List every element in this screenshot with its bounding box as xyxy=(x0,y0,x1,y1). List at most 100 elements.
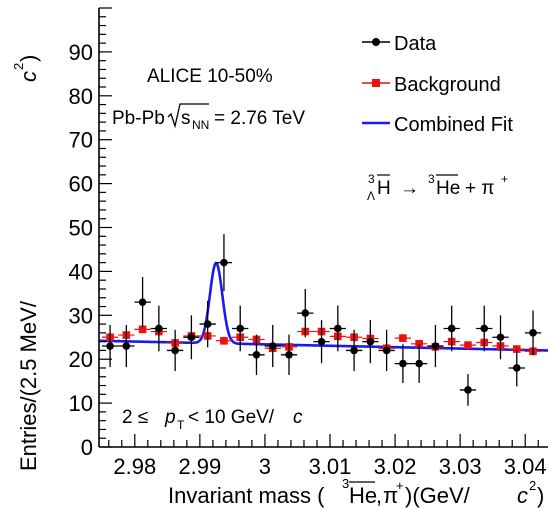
data-point xyxy=(524,310,542,356)
data-marker xyxy=(236,324,245,333)
y-axis-title-close: ) xyxy=(16,55,41,62)
data-marker xyxy=(268,342,277,350)
data-point xyxy=(118,324,135,368)
data-marker xyxy=(480,324,489,333)
data-point xyxy=(427,324,444,368)
data-series xyxy=(101,234,542,406)
data-point xyxy=(232,305,249,352)
axes xyxy=(98,7,548,448)
background-marker xyxy=(512,345,521,353)
y-tick-label: 10 xyxy=(69,391,93,416)
x-axis-title-pi: π xyxy=(383,483,398,508)
background-marker xyxy=(415,340,423,348)
legend-data-marker xyxy=(372,38,380,46)
x-axis-title-comma: , xyxy=(376,483,382,508)
data-point xyxy=(248,334,265,376)
data-marker xyxy=(447,324,456,333)
y-tick-label: 50 xyxy=(69,216,93,241)
x-tick-label: 3.02 xyxy=(374,454,417,479)
data-marker xyxy=(350,346,358,355)
data-marker xyxy=(155,324,163,333)
data-point xyxy=(508,349,525,387)
energy-label: = 2.76 TeV xyxy=(214,108,305,129)
decay-pion-charge: + xyxy=(501,172,508,186)
y-tick-label: 60 xyxy=(69,172,93,197)
legend: Data Background Combined Fit xyxy=(362,33,513,136)
data-marker xyxy=(464,386,472,394)
decay-arrow: → xyxy=(400,178,419,199)
data-marker xyxy=(285,351,293,359)
data-marker xyxy=(366,337,375,346)
data-marker xyxy=(252,351,261,359)
legend-entry-background: Background xyxy=(362,74,501,96)
legend-entry-fit: Combined Fit xyxy=(362,114,513,136)
x-axis-title-c: c xyxy=(517,483,528,508)
collision-system-label: Pb-Pb s NN = 2.76 TeV xyxy=(112,103,305,132)
pt-p-symbol: p xyxy=(164,407,176,428)
y-axis-title: Entries/(2.5 MeV/ c 2 ) xyxy=(11,55,41,471)
pt-t-subscript: T xyxy=(177,418,185,432)
x-axis-title-unit: )(GeV/ xyxy=(405,483,471,508)
decay-antihelium-symbol: He xyxy=(436,178,460,199)
x-tick-label: 3.01 xyxy=(309,454,352,479)
background-marker xyxy=(399,334,407,342)
nn-subscript: NN xyxy=(192,118,209,132)
x-tick-label: 3.03 xyxy=(439,454,482,479)
data-point xyxy=(459,374,477,406)
pt-c-symbol: c xyxy=(293,407,303,428)
data-point xyxy=(101,324,119,368)
legend-background-label: Background xyxy=(394,74,501,96)
x-axis-title-mass-number: 3 xyxy=(342,476,349,491)
y-tick-label: 90 xyxy=(69,40,93,65)
decay-he-mass-number: 3 xyxy=(428,172,435,186)
x-axis-title-prefix: Invariant mass ( xyxy=(168,483,325,508)
data-marker xyxy=(334,324,342,333)
data-point xyxy=(134,277,151,328)
x-tick-label: 3 xyxy=(259,454,271,479)
pt-upper-bound: < 10 GeV/ xyxy=(188,407,275,428)
data-marker xyxy=(496,333,505,342)
data-marker xyxy=(171,346,179,355)
x-axis-title: Invariant mass ( 3 He , π + )(GeV/ c 2 ) xyxy=(168,476,544,508)
data-point xyxy=(329,305,346,352)
data-marker xyxy=(431,342,440,350)
data-marker xyxy=(203,320,212,328)
pt-range-label: 2 ≤ p T < 10 GeV/ c xyxy=(122,407,303,432)
decay-channel-label: 3 Λ H → 3 He + π + xyxy=(367,172,508,203)
y-tick-label: 70 xyxy=(69,128,93,153)
legend-fit-label: Combined Fit xyxy=(394,114,513,136)
data-point xyxy=(183,315,200,360)
x-axis-title-he: He xyxy=(349,483,377,508)
data-point xyxy=(264,324,281,368)
data-marker xyxy=(187,333,196,342)
background-point xyxy=(459,341,477,350)
legend-data-label: Data xyxy=(394,33,437,55)
pt-lower-bound: 2 ≤ xyxy=(122,407,148,428)
data-point xyxy=(411,344,428,383)
experiment-label: ALICE 10-50% xyxy=(147,66,273,87)
data-point xyxy=(150,305,168,352)
data-marker xyxy=(220,258,228,267)
legend-entry-data: Data xyxy=(362,33,437,55)
x-tick-label: 2.99 xyxy=(178,454,221,479)
data-marker xyxy=(512,364,521,372)
decay-antihypertriton-symbol: H xyxy=(377,178,391,199)
data-point xyxy=(492,315,509,360)
data-point xyxy=(378,329,395,372)
data-point xyxy=(394,344,412,383)
background-marker xyxy=(464,341,472,349)
data-point xyxy=(345,329,363,372)
data-point xyxy=(313,320,330,364)
data-marker xyxy=(301,309,310,317)
legend-background-marker xyxy=(372,79,380,87)
y-tick-labels: 0 10 20 30 40 50 60 70 80 90 xyxy=(69,40,93,460)
data-marker xyxy=(399,359,407,368)
y-tick-label: 40 xyxy=(69,259,93,284)
data-point xyxy=(167,329,184,372)
y-axis-title-squared: 2 xyxy=(11,63,26,70)
x-axis-title-pi-charge: + xyxy=(396,478,404,493)
data-marker xyxy=(138,298,147,306)
data-marker xyxy=(317,337,326,346)
data-marker xyxy=(106,342,114,350)
